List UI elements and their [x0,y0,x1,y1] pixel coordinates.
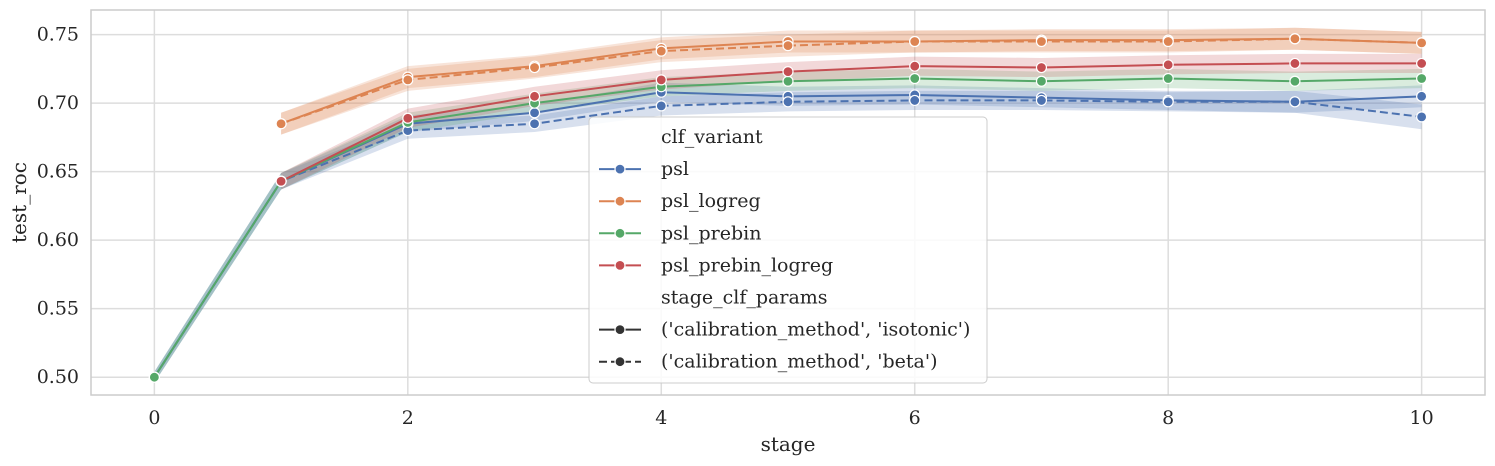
data-point-psl_prebin_logreg [275,175,287,187]
legend-style-marker-solid [614,324,626,336]
data-point-psl [1289,96,1301,108]
legend-marker-psl_logreg [614,195,626,207]
data-point-psl_prebin_logreg [782,66,794,78]
data-point-psl_logreg [1035,35,1048,48]
legend-style-label-solid: ('calibration_method', 'isotonic') [661,319,970,341]
data-point-psl [1416,111,1428,123]
data-point-psl [1416,90,1428,102]
y-tick-labels: 0.50 0.55 0.60 0.65 0.70 0.75 [37,24,79,389]
data-point-psl_prebin_logreg [655,74,667,86]
data-point-psl_prebin [1162,72,1174,85]
data-point-psl_prebin [148,371,160,383]
data-point-psl_prebin_logreg [1289,57,1301,70]
legend-label-psl_prebin_logreg: psl_prebin_logreg [661,254,833,276]
confidence-band-psl_logreg-dashed [281,27,1422,135]
data-point-psl_prebin_logreg [1035,61,1048,74]
data-point-psl [1162,96,1174,108]
legend-label-psl_logreg: psl_logreg [661,190,761,212]
confidence-bands [154,27,1422,383]
data-point-psl_logreg [909,35,921,48]
confidence-band-psl_logreg-solid [281,27,1422,135]
series-line-psl_logreg-dashed [280,37,1422,125]
data-point-psl_logreg [528,61,541,74]
x-tick-labels: 0 2 4 6 8 10 [148,407,1433,429]
legend-marker-psl [614,163,626,175]
data-point-psl_prebin_logreg [402,112,414,124]
data-point-psl_logreg [402,74,414,86]
data-point-psl [1035,94,1048,107]
data-point-psl [909,94,921,107]
legend-label-psl_prebin: psl_prebin [661,222,761,244]
data-point-psl_prebin [782,75,794,87]
legend-marker-psl_prebin [614,227,626,239]
data-point-psl_logreg [1289,33,1301,45]
series-markers [148,33,1428,383]
x-tick-label: 2 [402,407,414,429]
x-axis-title: stage [761,432,816,456]
data-point-psl_logreg [782,40,794,52]
legend: clf_variant stage_clf_params psl psl_logr… [588,116,988,384]
x-tick-label: 6 [909,407,921,429]
data-point-psl_logreg [275,118,287,130]
data-point-psl [655,100,667,112]
legend-hue-title: clf_variant [661,126,763,148]
confidence-band-psl-solid [154,82,1422,383]
legend-items: psl psl_logreg psl_prebin psl_prebin_logreg… [599,158,970,373]
y-tick-label: 0.50 [37,366,79,388]
data-point-psl_prebin_logreg [528,90,541,102]
data-point-psl_logreg [1162,35,1174,48]
y-tick-label: 0.75 [37,24,79,46]
legend-marker-psl_prebin_logreg [614,259,626,271]
series-line-psl_prebin_logreg-solid [280,62,1422,183]
series-line-psl_logreg-solid [280,37,1422,125]
y-tick-label: 0.55 [37,298,79,320]
data-point-psl_prebin_logreg [1162,59,1174,71]
legend-label-psl: psl [661,158,689,180]
y-tick-label: 0.65 [37,161,79,183]
data-point-psl [782,96,794,108]
legend-style-title: stage_clf_params [661,287,828,309]
data-point-psl_logreg [1416,37,1428,49]
data-point-psl [528,118,541,130]
data-point-psl_prebin [1416,72,1428,85]
x-tick-label: 4 [655,407,667,429]
y-axis-title: test_roc [7,162,31,243]
y-tick-label: 0.60 [37,229,79,251]
x-tick-label: 0 [148,407,160,429]
plot-frame [90,9,1486,396]
legend-box [588,116,988,384]
data-point-psl_logreg [655,45,667,57]
legend-style-label-dashed: ('calibration_method', 'beta') [661,351,937,373]
data-point-psl_prebin [1289,75,1301,87]
confidence-band-psl_prebin_logreg-solid [281,53,1422,190]
y-tick-label: 0.70 [37,92,79,114]
x-tick-label: 10 [1410,407,1434,429]
data-point-psl_prebin_logreg [909,60,921,72]
data-point-psl_prebin [909,72,921,85]
data-point-psl_prebin [1035,75,1048,87]
x-tick-label: 8 [1162,407,1174,429]
data-point-psl_prebin_logreg [1416,57,1428,70]
legend-style-marker-dashed [614,356,626,368]
data-point-psl [528,107,541,119]
